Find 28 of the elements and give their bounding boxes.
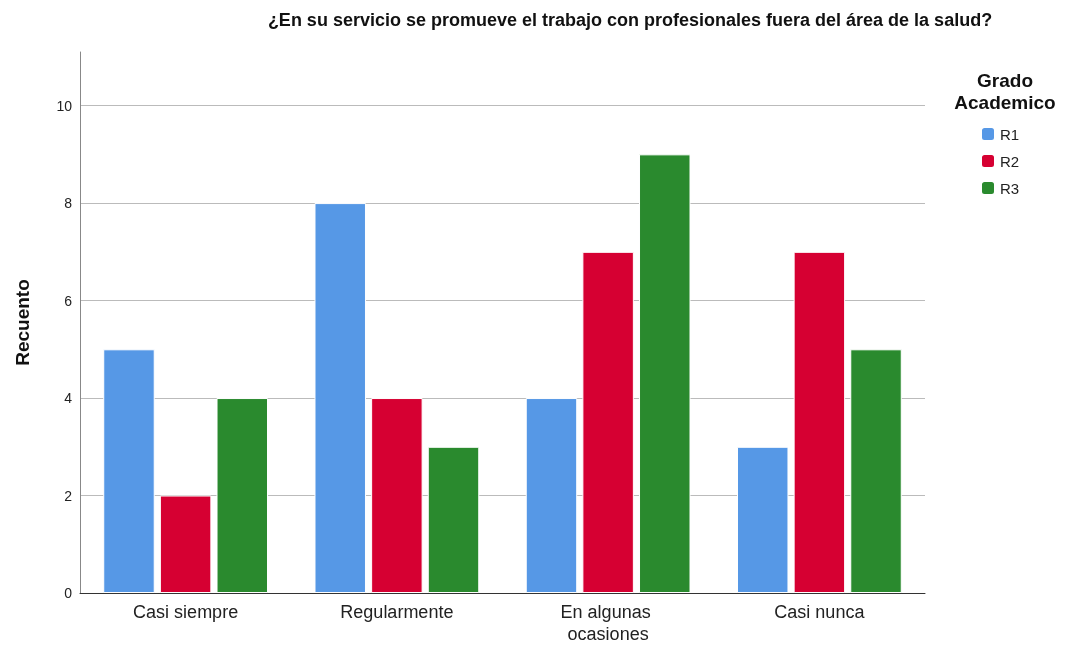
x-tick-label: En algunas ocasiones [560, 602, 656, 644]
bar [525, 398, 578, 593]
bar [639, 154, 691, 593]
bar [793, 251, 846, 593]
legend-label: R2 [1000, 152, 1020, 170]
y-tick-label: 2 [64, 487, 73, 504]
bar [314, 203, 366, 593]
bar [159, 495, 212, 593]
bar [427, 446, 480, 593]
bar [371, 398, 423, 593]
bar [103, 349, 155, 593]
y-tick-label: 10 [56, 97, 73, 114]
y-tick-label: 6 [64, 292, 73, 309]
bar [736, 446, 789, 593]
x-tick-label: Casi siempre [133, 602, 239, 622]
y-tick-label: 0 [64, 585, 73, 601]
y-tick-label: 8 [64, 195, 73, 212]
x-tick-label: Regularmente [340, 602, 454, 622]
x-tick-label: Casi nunca [774, 602, 866, 622]
y-axis-title: Recuento [12, 279, 33, 366]
y-tick-label: 4 [64, 390, 73, 407]
bar [850, 349, 902, 593]
legend-label: R3 [1000, 179, 1020, 197]
legend-title: Grado Academico [954, 69, 1056, 113]
chart-title: ¿En su servicio se promueve el trabajo con profesionales fuera del área de la salud? [267, 10, 993, 30]
bar [216, 398, 269, 593]
legend-label: R1 [1000, 125, 1020, 143]
bar [582, 251, 634, 593]
